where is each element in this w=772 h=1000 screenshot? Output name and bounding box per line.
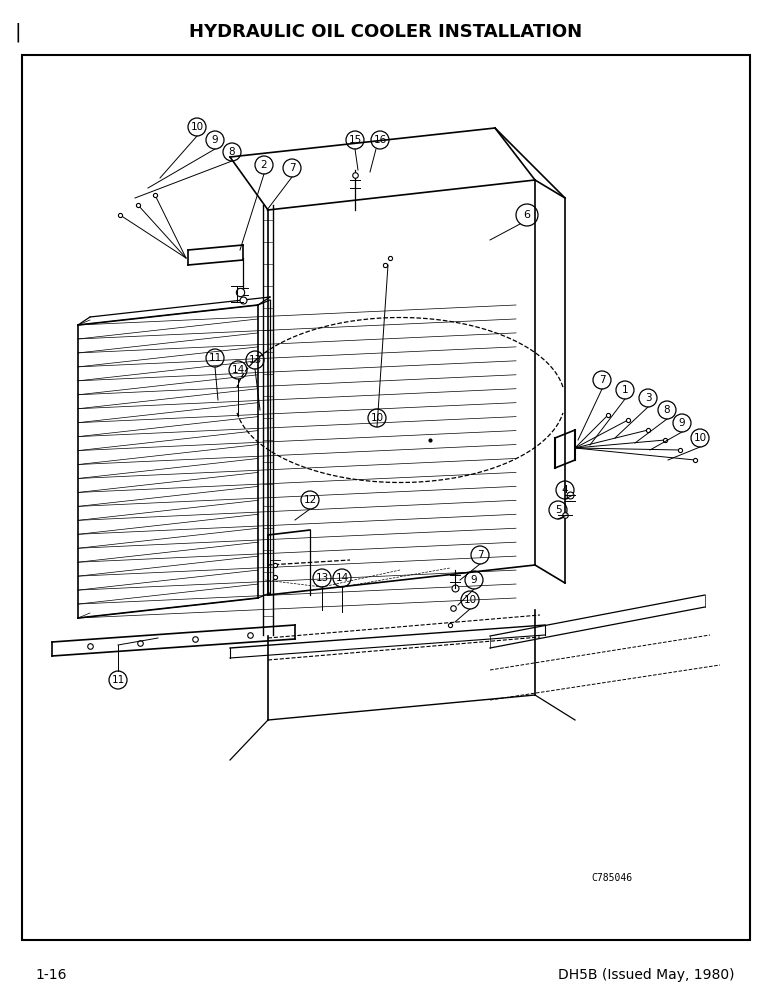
- Text: 4: 4: [562, 485, 568, 495]
- Text: 8: 8: [664, 405, 670, 415]
- Text: 1-16: 1-16: [35, 968, 66, 982]
- Text: 13: 13: [249, 355, 262, 365]
- Text: 14: 14: [335, 573, 349, 583]
- Text: 10: 10: [191, 122, 204, 132]
- Text: DH5B (Issued May, 1980): DH5B (Issued May, 1980): [558, 968, 735, 982]
- Text: 9: 9: [679, 418, 686, 428]
- Text: 11: 11: [208, 353, 222, 363]
- Text: |: |: [15, 22, 22, 42]
- Bar: [22, 55, 750, 940]
- Text: 7: 7: [476, 550, 483, 560]
- Text: C785046: C785046: [591, 873, 632, 883]
- Text: 10: 10: [693, 433, 706, 443]
- Text: 9: 9: [471, 575, 477, 585]
- Text: 13: 13: [316, 573, 329, 583]
- Text: 3: 3: [645, 393, 652, 403]
- Text: 8: 8: [229, 147, 235, 157]
- Text: 16: 16: [374, 135, 387, 145]
- Text: HYDRAULIC OIL COOLER INSTALLATION: HYDRAULIC OIL COOLER INSTALLATION: [189, 23, 583, 41]
- Text: 14: 14: [232, 365, 245, 375]
- Text: 10: 10: [463, 595, 476, 605]
- Text: 12: 12: [303, 495, 317, 505]
- Text: 1: 1: [621, 385, 628, 395]
- Text: 7: 7: [289, 163, 296, 173]
- Text: 10: 10: [371, 413, 384, 423]
- Text: 9: 9: [212, 135, 218, 145]
- Text: 2: 2: [261, 160, 267, 170]
- Text: 7: 7: [599, 375, 605, 385]
- Text: 5: 5: [555, 505, 561, 515]
- Text: 6: 6: [523, 210, 530, 220]
- Text: 11: 11: [111, 675, 124, 685]
- Text: 15: 15: [348, 135, 361, 145]
